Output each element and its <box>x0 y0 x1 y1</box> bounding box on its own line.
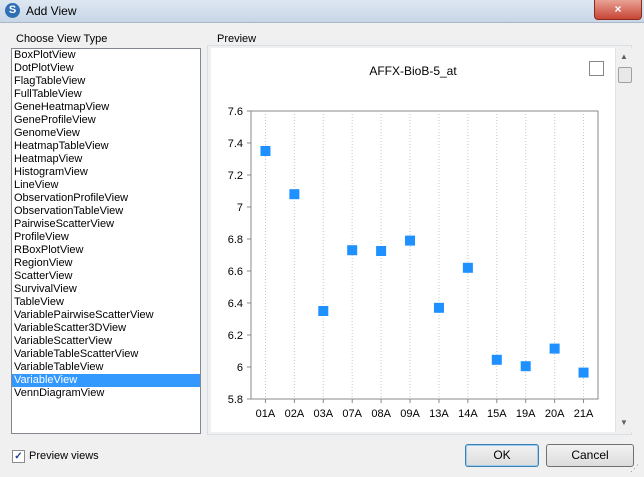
y-tick-label: 5.8 <box>228 394 243 406</box>
list-item-variablescatterview[interactable]: VariableScatterView <box>14 335 113 347</box>
list-item-flagtableview[interactable]: FlagTableView <box>14 75 86 87</box>
list-item-dotplotview[interactable]: DotPlotView <box>14 62 74 74</box>
x-tick-label: 21A <box>574 408 594 420</box>
close-button[interactable]: × <box>594 0 642 20</box>
preview-views-label: Preview views <box>29 450 99 462</box>
data-point-01a <box>260 146 271 156</box>
list-item-variableview[interactable]: VariableView <box>12 374 200 387</box>
list-item-scatterview[interactable]: ScatterView <box>14 270 73 282</box>
scroll-thumb[interactable] <box>618 67 632 83</box>
x-tick-label: 15A <box>487 408 507 420</box>
data-point-08a <box>376 246 387 256</box>
list-item-pairwisescatterview[interactable]: PairwiseScatterView <box>14 218 115 230</box>
app-icon: S <box>5 3 20 18</box>
list-item-regionview[interactable]: RegionView <box>14 257 73 269</box>
list-item-profileview[interactable]: ProfileView <box>14 231 69 243</box>
y-tick-label: 6.6 <box>228 266 243 278</box>
list-item-fulltableview[interactable]: FullTableView <box>14 88 82 100</box>
y-tick-label: 6.8 <box>228 234 243 246</box>
preview-views-checkbox[interactable]: ✓ <box>12 450 25 463</box>
list-item-survivalview[interactable]: SurvivalView <box>14 283 77 295</box>
y-tick-label: 6.4 <box>228 298 243 310</box>
y-tick-label: 7.6 <box>228 106 243 118</box>
list-item-observationprofileview[interactable]: ObservationProfileView <box>14 192 129 204</box>
x-tick-label: 02A <box>285 408 305 420</box>
list-item-lineview[interactable]: LineView <box>14 179 59 191</box>
x-tick-label: 03A <box>314 408 334 420</box>
data-point-20a <box>549 343 560 354</box>
x-tick-label: 07A <box>342 408 362 420</box>
list-item-observationtableview[interactable]: ObservationTableView <box>14 205 124 217</box>
window-title: Add View <box>26 4 77 18</box>
list-item-heatmapview[interactable]: HeatmapView <box>14 153 83 165</box>
view-type-list[interactable]: BoxPlotView DotPlotView FlagTableView FullT… <box>11 48 201 434</box>
x-tick-label: 08A <box>371 408 391 420</box>
chart-title: AFFX-BioB-5_at <box>369 64 457 78</box>
x-tick-label: 20A <box>545 408 565 420</box>
y-tick-label: 7.2 <box>228 170 243 182</box>
plot-area-border <box>250 110 599 400</box>
data-point-03a <box>318 306 329 316</box>
resize-grip-icon[interactable]: ⋰ <box>630 463 639 473</box>
list-item-histogramview[interactable]: HistogramView <box>14 166 88 178</box>
cancel-button[interactable]: Cancel <box>546 444 634 467</box>
chart-option-checkbox[interactable] <box>589 61 604 76</box>
list-item-genomeview[interactable]: GenomeView <box>14 127 80 139</box>
y-tick-label: 6 <box>237 362 243 374</box>
preview-label: Preview <box>215 33 259 45</box>
list-item-variabletableview[interactable]: VariableTableView <box>14 361 104 373</box>
list-item-geneprofileview[interactable]: GeneProfileView <box>14 114 96 126</box>
scroll-down-icon[interactable]: ▼ <box>620 418 628 427</box>
preview-scrollbar[interactable]: ▲ ▼ <box>615 48 633 432</box>
y-tick-label: 7 <box>237 202 243 214</box>
data-point-21a <box>578 367 589 378</box>
list-item-variabletablescatterview[interactable]: VariableTableScatterView <box>14 348 139 360</box>
ok-button[interactable]: OK <box>465 444 539 467</box>
list-item-heatmaptableview[interactable]: HeatmapTableView <box>14 140 109 152</box>
data-point-07a <box>347 245 358 256</box>
x-tick-label: 09A <box>400 408 420 420</box>
list-item-variablescatter3dview[interactable]: VariableScatter3DView <box>14 322 127 334</box>
list-item-variablepairwisescatterview[interactable]: VariablePairwiseScatterView <box>14 309 154 321</box>
x-tick-label: 01A <box>256 408 276 420</box>
data-point-09a <box>405 235 416 246</box>
list-item-tableview[interactable]: TableView <box>14 296 64 308</box>
data-point-13a <box>433 302 444 313</box>
list-item-venndiagramview[interactable]: VennDiagramView <box>14 387 105 399</box>
list-item-rboxplotview[interactable]: RBoxPlotView <box>14 244 84 256</box>
data-point-15a <box>491 354 502 365</box>
scatter-chart: 01A 02A 03A 07A 08A 09A 13A 14A 15A 19A 20A 21A 7.6 7… <box>228 106 599 420</box>
choose-view-type-label: Choose View Type <box>14 33 110 45</box>
data-point-19a <box>520 361 531 372</box>
data-point-14a <box>462 262 473 273</box>
x-tick-label: 19A <box>516 408 536 420</box>
y-tick-label: 6.2 <box>228 330 243 342</box>
x-tick-label: 14A <box>458 408 478 420</box>
list-item-boxplotview[interactable]: BoxPlotView <box>14 49 76 61</box>
scroll-up-icon[interactable]: ▲ <box>620 52 628 61</box>
y-tick-label: 7.4 <box>228 138 243 150</box>
title-bar: S Add View × <box>0 0 644 23</box>
data-point-02a <box>289 189 300 200</box>
list-item-geneheatmapview[interactable]: GeneHeatmapView <box>14 101 110 113</box>
x-tick-label: 13A <box>429 408 449 420</box>
